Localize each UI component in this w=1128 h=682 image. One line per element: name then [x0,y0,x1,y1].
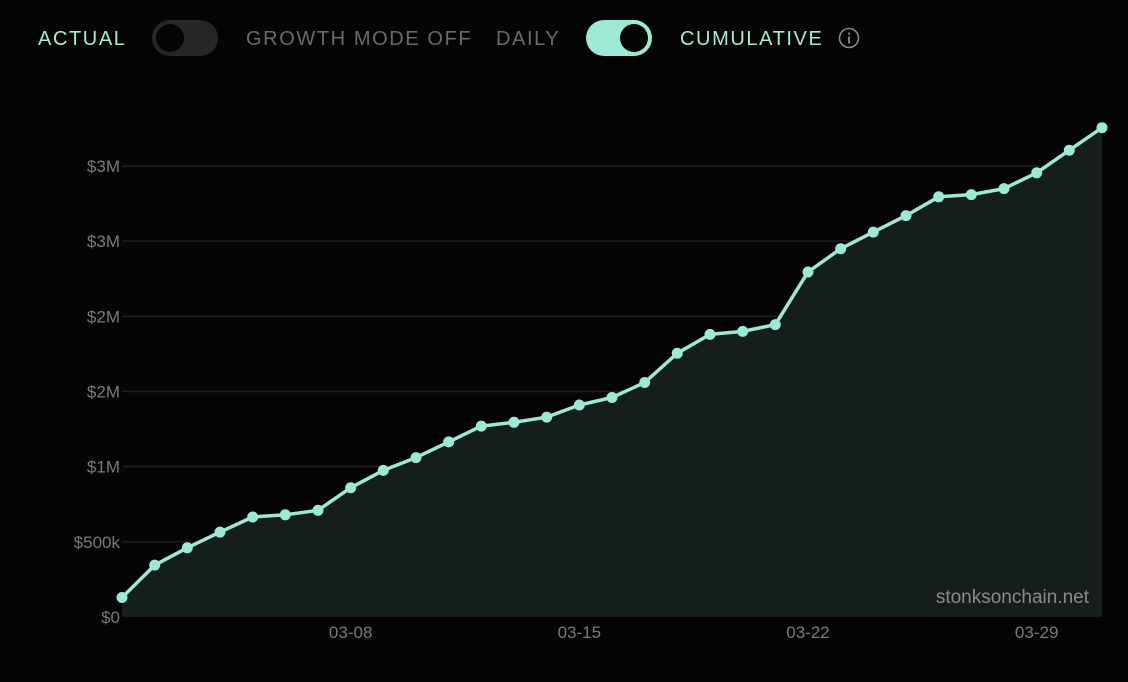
x-axis-ticks: 03-08 03-15 03-22 03-29 [329,623,1058,642]
data-point [606,392,618,403]
data-points [116,122,1108,603]
data-point [1063,144,1075,156]
data-point [377,464,389,476]
data-point [279,509,291,521]
actual-toggle[interactable] [152,20,218,56]
data-point [835,243,847,255]
data-point [181,542,193,554]
data-point [410,452,422,464]
data-point [541,411,553,423]
data-point [639,377,651,388]
daily-label[interactable]: DAILY [496,28,561,50]
area-fill [122,127,1102,617]
y-tick-label: $500k [74,533,121,552]
data-point [867,226,879,238]
y-axis-ticks: $0 $500k $1M $2M $2M $3M $3M [74,157,121,627]
data-point [965,189,977,201]
data-point [671,347,683,359]
data-point [345,482,357,494]
growth-mode-label: GROWTH MODE OFF [246,28,473,50]
y-tick-label: $0 [101,608,120,627]
data-point [247,511,259,523]
data-point [933,191,945,203]
data-point [149,559,161,571]
cumulative-label[interactable]: CUMULATIVE [680,28,824,50]
chart-controls: ACTUAL GROWTH MODE OFF DAILY CUMULATIVE [0,0,1128,80]
data-point [443,436,455,448]
x-tick-label: 03-22 [786,623,829,642]
y-tick-label: $1M [87,458,120,477]
data-point [1096,122,1108,134]
data-point [475,420,487,432]
area-layer [122,127,1102,617]
data-point [769,319,781,331]
data-point [998,183,1010,195]
y-tick-label: $3M [87,232,120,251]
y-tick-label: $2M [87,383,120,402]
watermark: stonksonchain.net [936,587,1090,608]
data-point [704,328,716,340]
actual-label[interactable]: ACTUAL [38,28,127,50]
cumulative-toggle[interactable] [586,20,652,56]
data-point [214,526,226,538]
data-point [312,504,324,516]
data-point [116,592,128,603]
data-point [737,325,749,337]
toggle-knob [620,24,648,52]
data-point [573,399,585,411]
cumulative-chart: $0$500k$1M$2M$2M$3M$3M 03-08 03-15 03-22 03… [74,122,1108,642]
x-tick-label: 03-08 [329,623,372,642]
y-tick-label: $3M [87,157,120,176]
x-tick-label: 03-15 [558,623,601,642]
info-icon[interactable] [838,27,860,49]
y-tick-label: $2M [87,307,120,326]
data-point [802,266,814,278]
data-point [1031,167,1043,179]
data-point [900,210,912,222]
data-point [508,416,520,428]
toggle-knob [156,24,184,52]
x-tick-label: 03-29 [1015,623,1058,642]
